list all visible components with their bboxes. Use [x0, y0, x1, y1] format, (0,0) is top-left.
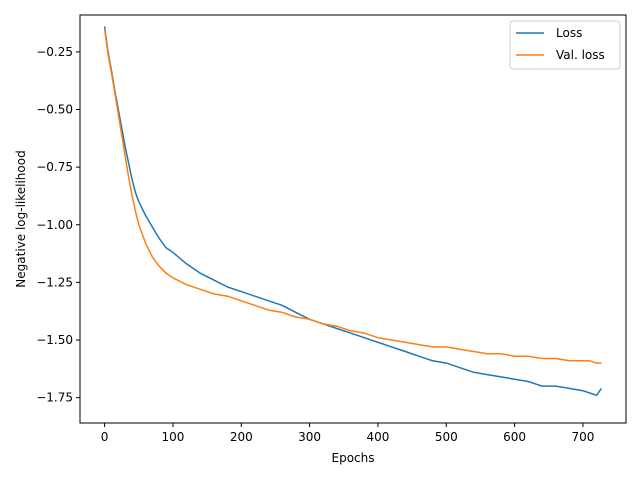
x-tick-label-100: 100 [161, 430, 184, 444]
x-tick-label-400: 400 [366, 430, 389, 444]
x-tick-label-700: 700 [571, 430, 594, 444]
legend-label-loss: Loss [556, 26, 582, 40]
x-tick-label-200: 200 [230, 430, 253, 444]
series-line-val-loss [103, 28, 602, 364]
x-axis: 0 100 200 300 400 500 600 700 [101, 423, 594, 444]
legend-label-val-loss: Val. loss [556, 48, 605, 62]
series-line-loss [103, 26, 603, 397]
x-axis-label: Epochs [332, 451, 375, 465]
plot-area [80, 15, 626, 423]
y-tick-label-3: −1.00 [36, 218, 73, 232]
series-layer [103, 26, 603, 397]
y-axis-label: Negative log-likelihood [14, 150, 28, 287]
x-tick-label-600: 600 [503, 430, 526, 444]
legend: Loss Val. loss [509, 20, 621, 70]
x-tick-label-0: 0 [101, 430, 109, 444]
y-tick-label-4: −1.25 [36, 275, 73, 289]
y-tick-label-5: −1.50 [36, 333, 73, 347]
x-tick-label-500: 500 [435, 430, 458, 444]
y-tick-label-1: −0.50 [36, 103, 73, 117]
y-tick-label-6: −1.75 [36, 391, 73, 405]
axes-frame [79, 14, 627, 424]
y-axis: −0.25 −0.50 −0.75 −1.00 −1.25 −1.50 −1.75 [36, 45, 80, 405]
x-tick-label-300: 300 [298, 430, 321, 444]
y-tick-label-2: −0.75 [36, 160, 73, 174]
y-tick-label-0: −0.25 [36, 45, 73, 59]
